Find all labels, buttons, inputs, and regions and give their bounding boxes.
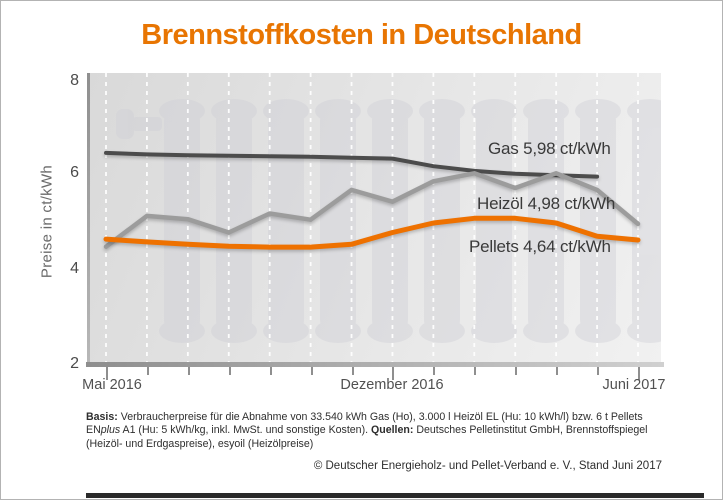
x-tick-mark xyxy=(228,367,231,375)
plot-area xyxy=(90,73,661,366)
x-tick-mark xyxy=(556,367,559,375)
footer-bar xyxy=(86,493,704,498)
series-label-heizoel: Heizöl 4,98 ct/kWh xyxy=(477,194,616,213)
x-tick-label-juni-2017: Juni 2017 xyxy=(602,377,666,393)
x-tick-mark xyxy=(310,367,313,375)
y-tick-label-8: 8 xyxy=(70,72,79,89)
footnote-text: Basis: Verbraucherpreise für die Abnahme… xyxy=(86,411,648,450)
vertical-gridlines xyxy=(105,73,639,366)
y-tick-label-2: 2 xyxy=(70,355,79,372)
gas-line xyxy=(104,150,600,179)
x-tick-mark xyxy=(351,367,354,375)
chart-title: Brennstoffkosten in Deutschland xyxy=(141,19,582,51)
x-tick-mark xyxy=(106,367,108,380)
x-tick-mark xyxy=(597,367,600,375)
y-axis-line xyxy=(87,73,90,367)
x-axis-line xyxy=(86,362,664,367)
heizoel-line xyxy=(103,171,641,249)
y-tick-label-6: 6 xyxy=(70,164,79,181)
x-tick-label-dezember-2016: Dezember 2016 xyxy=(340,377,444,393)
radiator-watermark-icon xyxy=(116,99,661,343)
x-tick-mark xyxy=(638,367,640,380)
x-tick-mark xyxy=(515,367,518,375)
x-tick-label-mai-2016: Mai 2016 xyxy=(82,377,142,393)
x-tick-mark xyxy=(474,367,477,375)
series-label-pellets: Pellets 4,64 ct/kWh xyxy=(469,237,611,256)
x-tick-mark xyxy=(269,367,272,375)
x-tick-mark xyxy=(146,367,149,375)
x-tick-mark xyxy=(433,367,436,375)
x-tick-mark xyxy=(392,367,395,380)
y-tick-label-4: 4 xyxy=(70,260,79,277)
x-tick-mark xyxy=(187,367,190,375)
copyright-text: © Deutscher Energieholz- und Pellet-Verb… xyxy=(313,460,662,472)
series-label-gas: Gas 5,98 ct/kWh xyxy=(488,139,611,158)
pellets-line xyxy=(103,215,641,250)
chart-canvas xyxy=(103,73,661,366)
